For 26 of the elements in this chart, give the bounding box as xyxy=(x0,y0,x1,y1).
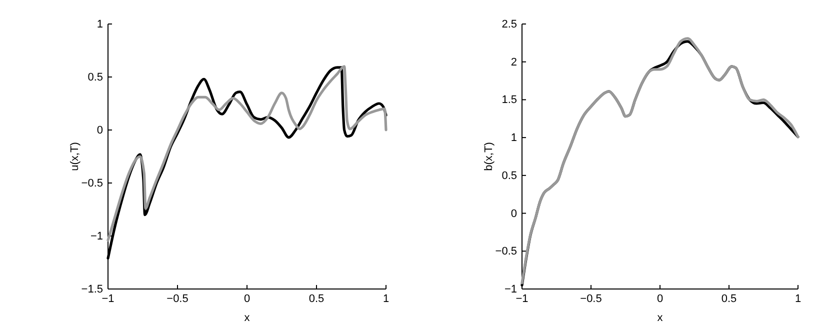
x-tick-label: 0.5 xyxy=(308,292,324,305)
y-tick-label: 0 xyxy=(96,124,103,137)
y-axis-title: b(x,T) xyxy=(483,142,495,171)
y-tick-label: 1 xyxy=(96,18,103,31)
y-tick-label: −0.5 xyxy=(495,246,517,258)
x-tick-label: −0.5 xyxy=(166,292,188,305)
y-tick-label: 0.5 xyxy=(88,72,103,84)
y-tick-label: −1 xyxy=(90,230,103,243)
y-tick-label: 1 xyxy=(510,132,517,144)
y-tick-label: −0.5 xyxy=(81,178,103,190)
y-tick-label: 0 xyxy=(510,208,517,220)
y-tick-label: 0.5 xyxy=(502,170,517,182)
x-tick-label: 1 xyxy=(794,292,802,305)
y-tick-label: −1 xyxy=(504,284,517,296)
y-tick-label: −1.5 xyxy=(81,284,103,296)
y-axis-title: u(x,T) xyxy=(69,142,81,171)
x-axis-title: x xyxy=(657,312,664,324)
x-tick-label: −0.5 xyxy=(580,292,602,305)
y-tick-label: 2.5 xyxy=(502,18,517,31)
y-tick-label: 2 xyxy=(510,56,517,68)
x-tick-label: 0 xyxy=(244,292,250,305)
x-tick-label: 0 xyxy=(656,292,664,305)
x-tick-label: 1 xyxy=(382,292,390,305)
y-tick-label: 1.5 xyxy=(502,94,517,106)
x-axis-title: x xyxy=(244,312,250,324)
x-tick-label: 0.5 xyxy=(721,292,737,305)
